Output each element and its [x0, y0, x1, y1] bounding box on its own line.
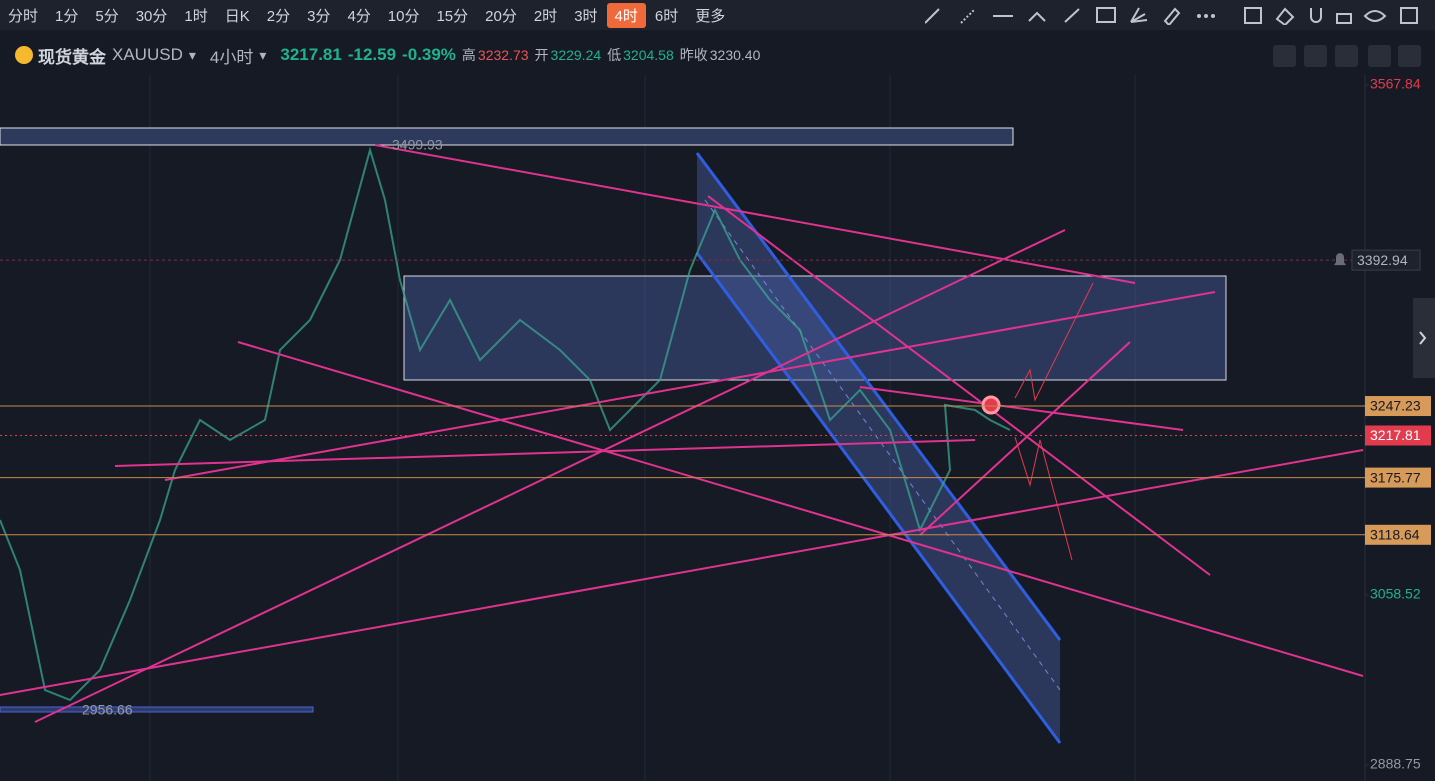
drawing-tools: [924, 5, 1425, 30]
price-change-pct: -0.39%: [402, 45, 456, 64]
open-value: 3229.24: [550, 47, 602, 63]
channel-line: [695, 252, 1062, 744]
price-level-label: 3217.81: [1370, 427, 1421, 443]
last-price: 3217.81: [280, 45, 342, 64]
alert-bell: [1334, 253, 1346, 266]
price-level-box: [1365, 396, 1431, 417]
panel-button[interactable]: [1398, 45, 1421, 67]
price-tick-label: 2888.75: [1370, 756, 1421, 772]
panel-button[interactable]: [1304, 45, 1327, 67]
interval-button[interactable]: 4时: [606, 2, 646, 28]
price-axis: 3567.84 3058.52 2888.75 3392.94 3247.23 3217.…: [0, 76, 1431, 772]
open-label: 开: [534, 47, 549, 63]
trend-lines: [0, 144, 1364, 723]
interval-button[interactable]: 1时: [184, 7, 208, 25]
interval-button[interactable]: 3分: [307, 7, 331, 25]
trough-label: 2956.66: [82, 702, 133, 718]
interval-button[interactable]: 更多: [695, 7, 726, 25]
price-level-box: [1365, 524, 1431, 545]
low-label: 低: [607, 47, 622, 63]
side-panel-arrow: [1419, 331, 1427, 345]
price-level-label: 3175.77: [1370, 469, 1421, 485]
high-value: 3232.73: [477, 47, 529, 63]
prev-close-label: 昨收: [679, 47, 708, 63]
panel-button[interactable]: [1368, 45, 1391, 67]
price-tick-label: 3058.52: [1370, 586, 1421, 602]
peak-label: 3499.93: [392, 137, 443, 153]
tool-icons: [924, 7, 1418, 27]
dropdown-caret: ▾: [259, 46, 267, 63]
interval-button[interactable]: 20分: [485, 7, 517, 25]
symbol-code[interactable]: XAUUSD: [112, 45, 183, 64]
prev-close-value: 3230.40: [709, 47, 761, 63]
interval-button[interactable]: 15分: [436, 7, 469, 25]
forecast-path: [1014, 282, 1094, 402]
price-level-box: [1365, 467, 1431, 488]
interval-button[interactable]: 2分: [266, 7, 291, 25]
zone-box: [0, 706, 314, 713]
panel-button[interactable]: [1273, 45, 1296, 67]
period[interactable]: 4小时: [209, 47, 254, 67]
interval-button[interactable]: 3时: [574, 7, 598, 25]
interval-button[interactable]: 1分: [55, 7, 79, 25]
interval-button[interactable]: 6时: [654, 7, 679, 25]
dropdown-caret: ▾: [188, 46, 196, 63]
price-change: -12.59: [347, 45, 397, 64]
marker-point: [981, 395, 1001, 415]
symbol-header: 现货黄金 XAUUSD ▾ 4小时 ▾ 3217.81 -12.59 -0.39…: [0, 40, 1365, 70]
price-level-label: 3392.94: [1357, 252, 1408, 268]
price-level-box: [1351, 249, 1421, 271]
price-level-label: 3247.23: [1370, 398, 1421, 414]
low-value: 3204.58: [623, 47, 674, 63]
channel-fill: [697, 153, 1060, 743]
price-level-label: 3118.64: [1370, 527, 1420, 543]
channel-line: [695, 152, 1062, 641]
price-level-box: [1365, 425, 1431, 446]
grid: [149, 75, 1136, 781]
price-path: [0, 146, 1011, 702]
interval-button[interactable]: 日K: [224, 7, 250, 25]
symbol-name: 现货黄金: [38, 47, 106, 67]
zone-box: [0, 127, 1014, 146]
panel-button[interactable]: [1335, 45, 1358, 67]
interval-button[interactable]: 30分: [135, 7, 168, 25]
panel-buttons: [1273, 45, 1421, 67]
interval-button[interactable]: 4分: [347, 7, 371, 25]
forecast-path: [1014, 436, 1073, 561]
interval-button[interactable]: 2时: [533, 7, 558, 25]
symbol-icon: [15, 46, 33, 64]
interval-button[interactable]: 10分: [387, 7, 420, 25]
channel-mid: [704, 199, 1061, 691]
high-label: 高: [461, 47, 476, 63]
interval-toolbar: 分时 1分 5分 30分 1时 日K 2分 3分 4分 10分 15分 20分 2时 3时 4时 6时 更多: [0, 0, 1435, 30]
price-tick-label: 3567.84: [1370, 76, 1421, 92]
interval-button[interactable]: 分时: [8, 7, 39, 25]
interval-button[interactable]: 5分: [95, 7, 119, 25]
